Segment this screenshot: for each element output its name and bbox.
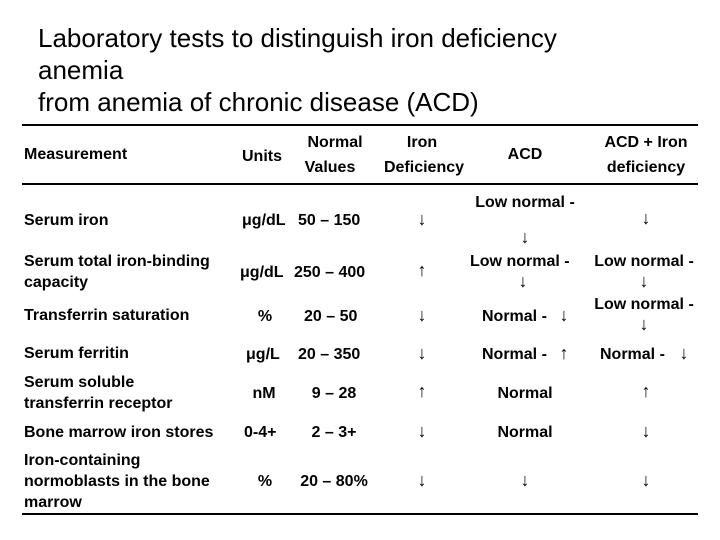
header-acd-iron-line-2: deficiency — [606, 159, 686, 176]
header-iron-line-2: Deficiency — [383, 159, 465, 176]
row-acd-iron-text: Low normal - — [594, 253, 694, 270]
row-units: % — [257, 473, 273, 490]
header-normal-line-2: Values — [304, 159, 356, 176]
row-acd-iron-text: Low normal - — [594, 296, 694, 313]
row-units: μg/dL — [240, 264, 284, 281]
header-measurement: Measurement — [24, 146, 128, 163]
row-units: μg/dL — [242, 212, 286, 229]
header-acd-iron-line-1: ACD + Iron — [604, 134, 688, 151]
row-normal-values: 9 – 28 — [311, 385, 357, 402]
row-measurement-line-1: Serum total iron-binding — [24, 253, 210, 270]
row-acd-arrow: ↓ — [520, 227, 530, 247]
row-iron-deficiency-arrow: ↓ — [417, 209, 427, 229]
row-units: 0-4+ — [244, 424, 277, 441]
title-line-2: anemia — [38, 55, 124, 85]
row-measurement-line-1: Iron-containing — [24, 452, 141, 469]
table-bottom-rule — [22, 513, 698, 515]
row-acd-iron-text: Normal - — [600, 346, 665, 363]
row-measurement: Serum ferritin — [24, 345, 129, 362]
row-iron-deficiency-arrow: ↓ — [417, 421, 427, 441]
row-measurement: Bone marrow iron stores — [24, 424, 214, 441]
row-acd-iron-arrow: ↓ — [641, 208, 651, 228]
row-iron-deficiency-arrow: ↓ — [417, 470, 427, 490]
header-units: Units — [242, 148, 282, 165]
row-measurement-line-2: normoblasts in the bone — [24, 473, 210, 490]
row-normal-values: 20 – 80% — [300, 473, 368, 490]
row-acd-iron-arrow: ↑ — [641, 381, 651, 401]
row-acd-text: Normal - — [482, 308, 547, 325]
row-normal-values: 20 – 50 — [304, 308, 358, 325]
row-iron-deficiency-arrow: ↓ — [417, 305, 427, 325]
row-acd-arrow: ↓ — [559, 305, 569, 325]
title-line-3: from anemia of chronic disease (ACD) — [38, 87, 479, 117]
row-units: nM — [252, 385, 276, 402]
row-normal-values: 250 – 400 — [294, 264, 366, 281]
row-acd-text: Low normal - — [475, 194, 575, 211]
row-acd-iron-arrow: ↓ — [641, 470, 651, 490]
header-divider — [22, 183, 698, 185]
row-units: μg/L — [246, 346, 280, 363]
header-normal-line-1: Normal — [307, 134, 363, 151]
slide-title: Laboratory tests to distinguish iron def… — [38, 22, 708, 118]
row-normal-values: 50 – 150 — [298, 212, 361, 229]
row-measurement: Transferrin saturation — [24, 307, 190, 324]
row-acd-iron-arrow: ↓ — [639, 271, 649, 291]
row-measurement-line-1: Serum soluble — [24, 374, 135, 391]
row-iron-deficiency-arrow: ↓ — [417, 343, 427, 363]
row-normal-values: 2 – 3+ — [311, 424, 357, 441]
row-acd-iron-arrow: ↓ — [679, 343, 689, 363]
row-acd-iron-arrow: ↓ — [639, 314, 649, 334]
row-units: % — [257, 308, 273, 325]
row-iron-deficiency-arrow: ↑ — [417, 381, 427, 401]
row-acd-arrow: ↑ — [559, 343, 569, 363]
row-measurement-line-3: marrow — [24, 494, 82, 511]
header-iron-line-1: Iron — [406, 134, 438, 151]
row-measurement: Serum iron — [24, 212, 109, 229]
row-iron-deficiency-arrow: ↑ — [417, 260, 427, 280]
row-measurement-line-2: transferrin receptor — [24, 395, 173, 412]
row-acd-text: Normal - — [482, 346, 547, 363]
title-line-1: Laboratory tests to distinguish iron def… — [38, 23, 557, 53]
row-acd-text: Low normal - — [470, 253, 570, 270]
title-divider — [22, 124, 698, 126]
row-acd-text: Normal — [497, 385, 553, 402]
row-acd-arrow: ↓ — [520, 470, 530, 490]
row-normal-values: 20 – 350 — [298, 346, 361, 363]
row-acd-text: Normal — [497, 424, 553, 441]
row-acd-arrow: ↓ — [518, 271, 528, 291]
header-acd: ACD — [507, 146, 543, 163]
row-acd-iron-arrow: ↓ — [641, 421, 651, 441]
row-measurement-line-2: capacity — [24, 274, 89, 291]
